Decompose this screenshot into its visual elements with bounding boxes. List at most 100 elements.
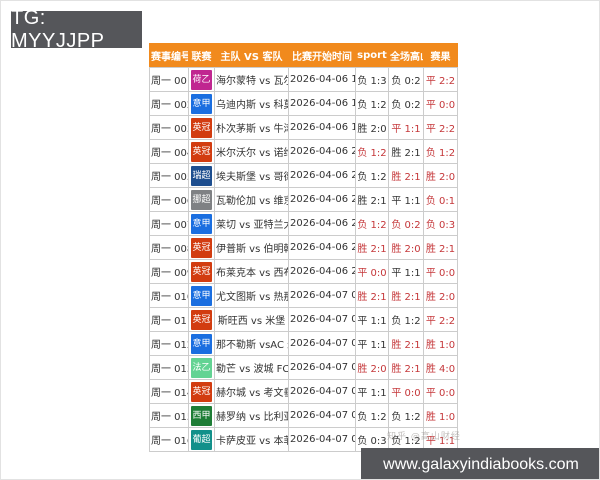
match-id: 周一 004 xyxy=(149,139,189,164)
league-cell: 英冠 xyxy=(188,139,215,164)
league-badge: 英冠 xyxy=(191,261,212,282)
fulltime-value: 胜 2:1 xyxy=(388,163,424,188)
final-result-value: 胜 1:0 xyxy=(423,331,458,356)
match-id: 周一 016 xyxy=(149,427,189,452)
match-teams: 朴次茅斯 vs 牛津联 xyxy=(214,115,289,140)
fulltime-value: 胜 2:0 xyxy=(388,235,424,260)
league-cell: 英冠 xyxy=(188,379,215,404)
table-row[interactable]: 周一 008 英冠 伊普斯 vs 伯明翰 2026-04-06 22:00 胜 … xyxy=(149,235,458,260)
sport-value: 负 1:2 xyxy=(355,139,389,164)
match-teams: 埃夫斯堡 vs 哥德堡 xyxy=(214,163,289,188)
col-header-fulltime: 全场高山 xyxy=(388,43,424,68)
fulltime-value: 胜 2:1 xyxy=(388,283,424,308)
match-start-time: 2026-04-06 18:15 xyxy=(288,67,356,92)
match-start-time: 2026-04-07 02:45 xyxy=(288,355,356,380)
fulltime-value: 胜 2:1 xyxy=(388,139,424,164)
league-badge: 法乙 xyxy=(191,357,212,378)
league-badge: 西甲 xyxy=(191,405,212,426)
match-teams: 海尔蒙特 vs 瓦尔韦克 xyxy=(214,67,289,92)
table-header: 赛事编号 联赛 主队 VS 客队 比赛开始时间 sport 全场高山 赛果 xyxy=(149,43,458,68)
match-teams: 伊普斯 vs 伯明翰 xyxy=(214,235,289,260)
match-start-time: 2026-04-07 03:00 xyxy=(288,379,356,404)
sport-value: 负 1:2 xyxy=(355,91,389,116)
league-badge: 意甲 xyxy=(191,93,212,114)
sport-value: 胜 2:1 xyxy=(355,235,389,260)
fulltime-value: 平 0:0 xyxy=(388,379,424,404)
match-id: 周一 012 xyxy=(149,331,189,356)
fulltime-value: 负 1:2 xyxy=(388,403,424,428)
final-result-value: 胜 1:0 xyxy=(423,403,458,428)
table-row[interactable]: 周一 015 西甲 赫罗纳 vs 比利亚雷 2026-04-07 03:00 负… xyxy=(149,403,458,428)
sport-value: 负 1:2 xyxy=(355,403,389,428)
sport-value: 负 1:3 xyxy=(355,67,389,92)
sport-value: 胜 2:1 xyxy=(355,283,389,308)
match-id: 周一 002 xyxy=(149,91,189,116)
footer-url: www.galaxyindiabooks.com xyxy=(361,448,599,479)
final-result-value: 平 0:0 xyxy=(423,91,458,116)
match-start-time: 2026-04-06 20:00 xyxy=(288,139,356,164)
match-start-time: 2026-04-07 02:45 xyxy=(288,331,356,356)
matches-table: 赛事编号 联赛 主队 VS 客队 比赛开始时间 sport 全场高山 赛果 周一… xyxy=(149,43,458,452)
match-id: 周一 006 xyxy=(149,187,189,212)
table-row[interactable]: 周一 004 英冠 米尔沃尔 vs 诺维奇 2026-04-06 20:00 负… xyxy=(149,139,458,164)
match-id: 周一 011 xyxy=(149,307,189,332)
match-start-time: 2026-04-06 20:30 xyxy=(288,187,356,212)
match-teams: 乌迪内斯 vs 科莫 xyxy=(214,91,289,116)
table-row[interactable]: 周一 010 意甲 尤文图斯 vs 热那亚 2026-04-07 00:00 胜… xyxy=(149,283,458,308)
fulltime-value: 负 0:2 xyxy=(388,211,424,236)
match-teams: 米尔沃尔 vs 诺维奇 xyxy=(214,139,289,164)
league-cell: 挪超 xyxy=(188,187,215,212)
match-id: 周一 013 xyxy=(149,355,189,380)
match-teams: 瓦勒伦加 vs 维京 xyxy=(214,187,289,212)
sport-value: 负 1:2 xyxy=(355,163,389,188)
table-body: 周一 001 荷乙 海尔蒙特 vs 瓦尔韦克 2026-04-06 18:15 … xyxy=(149,67,458,452)
league-cell: 英冠 xyxy=(188,235,215,260)
table-row[interactable]: 周一 016 葡超 卡萨皮亚 vs 本菲卡 2026-04-07 03:45 负… xyxy=(149,427,458,452)
fulltime-value: 平 1:1 xyxy=(388,187,424,212)
match-id: 周一 009 xyxy=(149,259,189,284)
match-start-time: 2026-04-06 19:30 xyxy=(288,115,356,140)
league-badge: 挪超 xyxy=(191,189,212,210)
final-result-value: 平 2:2 xyxy=(423,67,458,92)
fulltime-value: 胜 2:1 xyxy=(388,355,424,380)
col-header-result: 赛果 xyxy=(423,43,458,68)
table-row[interactable]: 周一 012 意甲 那不勒斯 vsAC 米兰 2026-04-07 02:45 … xyxy=(149,331,458,356)
table-row[interactable]: 周一 014 英冠 赫尔城 vs 考文垂 2026-04-07 03:00 平 … xyxy=(149,379,458,404)
match-start-time: 2026-04-07 00:30 xyxy=(288,307,356,332)
league-cell: 意甲 xyxy=(188,211,215,236)
match-id: 周一 015 xyxy=(149,403,189,428)
table-row[interactable]: 周一 002 意甲 乌迪内斯 vs 科莫 2026-04-06 18:30 负 … xyxy=(149,91,458,116)
sport-value: 平 1:1 xyxy=(355,379,389,404)
match-start-time: 2026-04-06 18:30 xyxy=(288,91,356,116)
sport-value: 平 1:1 xyxy=(355,307,389,332)
league-cell: 意甲 xyxy=(188,283,215,308)
match-teams: 布莱克本 vs 西布罗姆 xyxy=(214,259,289,284)
table-row[interactable]: 周一 005 瑞超 埃夫斯堡 vs 哥德堡 2026-04-06 20:00 负… xyxy=(149,163,458,188)
table-row[interactable]: 周一 011 英冠 斯旺西 vs 米堡 2026-04-07 00:30 平 1… xyxy=(149,307,458,332)
league-cell: 葡超 xyxy=(188,427,215,452)
col-header-teams: 主队 VS 客队 xyxy=(214,43,289,68)
match-id: 周一 014 xyxy=(149,379,189,404)
match-teams: 那不勒斯 vsAC 米兰 xyxy=(214,331,289,356)
table-row[interactable]: 周一 003 英冠 朴次茅斯 vs 牛津联 2026-04-06 19:30 胜… xyxy=(149,115,458,140)
col-header-match-id: 赛事编号 xyxy=(149,43,189,68)
league-cell: 法乙 xyxy=(188,355,215,380)
fulltime-value: 胜 2:1 xyxy=(388,331,424,356)
fulltime-value: 负 0:2 xyxy=(388,67,424,92)
final-result-value: 负 1:2 xyxy=(423,139,458,164)
league-badge: 意甲 xyxy=(191,213,212,234)
sport-value: 胜 2:1 xyxy=(355,187,389,212)
table-row[interactable]: 周一 001 荷乙 海尔蒙特 vs 瓦尔韦克 2026-04-06 18:15 … xyxy=(149,67,458,92)
final-result-value: 胜 2:0 xyxy=(423,283,458,308)
match-start-time: 2026-04-06 22:00 xyxy=(288,259,356,284)
league-cell: 意甲 xyxy=(188,91,215,116)
fulltime-value: 平 1:1 xyxy=(388,115,424,140)
league-badge: 英冠 xyxy=(191,141,212,162)
match-id: 周一 003 xyxy=(149,115,189,140)
table-row[interactable]: 周一 006 挪超 瓦勒伦加 vs 维京 2026-04-06 20:30 胜 … xyxy=(149,187,458,212)
table-row[interactable]: 周一 007 意甲 莱切 vs 亚特兰大 2026-04-06 21:00 负 … xyxy=(149,211,458,236)
league-badge: 瑞超 xyxy=(191,165,212,186)
table-row[interactable]: 周一 009 英冠 布莱克本 vs 西布罗姆 2026-04-06 22:00 … xyxy=(149,259,458,284)
col-header-sport: sport xyxy=(355,43,389,68)
table-row[interactable]: 周一 013 法乙 勒芒 vs 波城 FC 2026-04-07 02:45 胜… xyxy=(149,355,458,380)
